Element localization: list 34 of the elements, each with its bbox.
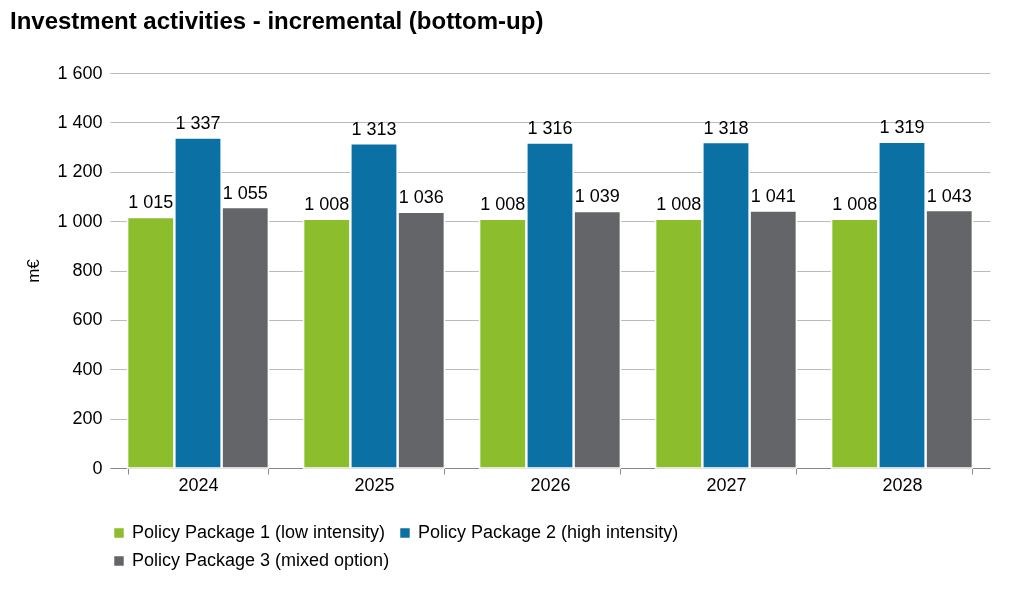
y-tick-label: 400 xyxy=(72,358,103,379)
y-axis-title: m€ xyxy=(24,258,44,283)
legend-label: Policy Package 3 (mixed option) xyxy=(132,550,390,570)
data-label: 1 008 xyxy=(304,194,350,215)
y-tick-label: 1 400 xyxy=(57,111,103,132)
y-tick-label: 200 xyxy=(72,408,103,429)
x-tick-label: 2028 xyxy=(882,474,923,495)
x-tick-label: 2026 xyxy=(530,474,571,495)
y-tick-label: 600 xyxy=(72,309,103,330)
data-label: 1 313 xyxy=(351,118,397,139)
data-label: 1 316 xyxy=(527,118,573,139)
data-label: 1 008 xyxy=(656,194,702,215)
data-label: 1 008 xyxy=(480,194,526,215)
data-label: 1 043 xyxy=(926,185,972,206)
data-label: 1 039 xyxy=(574,186,620,207)
data-label: 1 318 xyxy=(703,117,749,138)
x-tick-label: 2025 xyxy=(354,474,395,495)
data-label: 1 055 xyxy=(222,182,268,203)
data-label: 1 015 xyxy=(128,192,174,213)
y-tick-label: 1 000 xyxy=(57,210,103,231)
y-tick-label: 1 200 xyxy=(57,161,103,182)
y-tick-label: 800 xyxy=(72,260,103,280)
legend-label: Policy Package 1 (low intensity) xyxy=(132,522,386,542)
data-label: 1 041 xyxy=(750,186,796,206)
y-tick-label: 1 600 xyxy=(57,62,103,83)
data-label: 1 036 xyxy=(398,187,444,208)
data-label: 1 319 xyxy=(879,117,925,138)
y-tick-label: 0 xyxy=(92,457,103,478)
data-label: 1 008 xyxy=(832,194,878,215)
legend-label: Policy Package 2 (high intensity) xyxy=(418,522,679,542)
chart-title: Investment activities - incremental (bottom-up) xyxy=(10,7,544,34)
data-label: 1 337 xyxy=(175,112,221,133)
x-tick-label: 2024 xyxy=(178,474,219,495)
x-tick-label: 2027 xyxy=(706,474,747,495)
